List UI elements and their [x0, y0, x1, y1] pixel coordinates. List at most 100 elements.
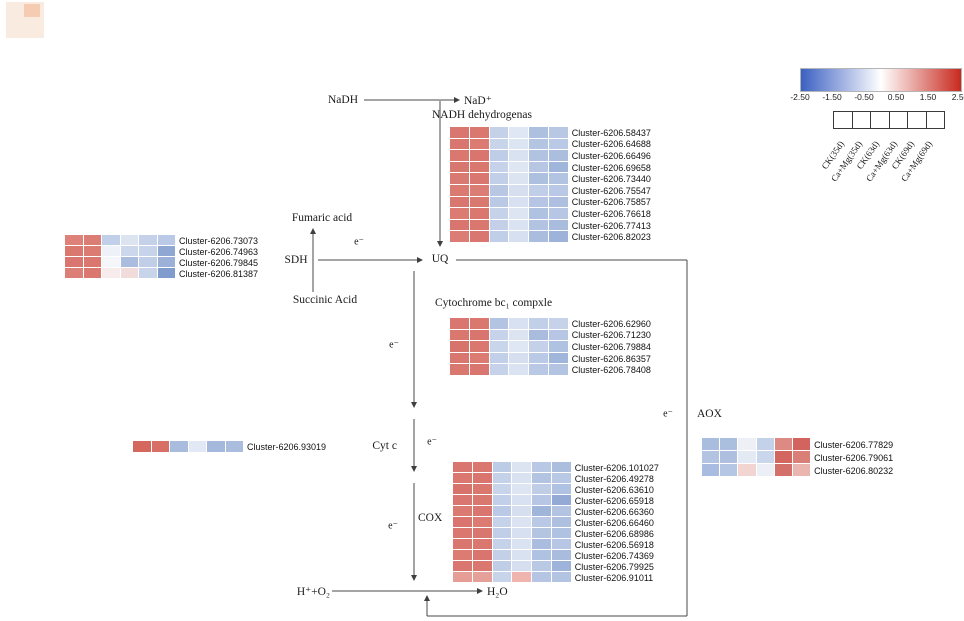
scale-tick: -0.50	[854, 92, 874, 102]
heatmap-cell	[472, 495, 492, 505]
heatmap-cell	[469, 184, 489, 196]
cluster-label: Cluster-6206.68986	[574, 528, 654, 539]
cluster-label: Cluster-6206.79845	[179, 257, 259, 268]
heatmap-cell	[450, 196, 469, 208]
cluster-label: Cluster-6206.69658	[571, 162, 651, 173]
heatmap-cell	[548, 173, 568, 184]
cluster-label: Cluster-6206.73073	[179, 235, 259, 246]
heatmap-cell	[65, 257, 83, 267]
heatmap-cell	[551, 528, 571, 538]
heatmap-cell	[551, 495, 571, 505]
cluster-label: Cluster-6206.71230	[571, 330, 651, 341]
heatmap-cell	[450, 138, 469, 150]
heatmap-cell	[83, 235, 101, 245]
heatmap-cell	[453, 528, 472, 538]
heatmap-cell	[450, 364, 469, 375]
heatmap-cell	[702, 451, 720, 463]
heatmap-cell	[548, 184, 568, 196]
heatmap-cell	[450, 341, 469, 352]
heatmap-cell	[512, 484, 532, 494]
nadh-label: NaDH	[327, 94, 359, 106]
heatmap-cell	[469, 219, 489, 231]
heatmap-cell	[756, 451, 774, 463]
heatmap-cell	[774, 438, 792, 450]
heatmap-cell	[551, 561, 571, 571]
sample-key-labels: CK(35d) Ca+Mg(35d) CK(63d) Ca+Mg(63d) CK(69d…	[820, 131, 963, 201]
heatmap-cell	[472, 484, 492, 494]
heatmap-cell	[489, 208, 509, 219]
nad-label: NaD⁺	[464, 95, 492, 107]
h-o2-label: H⁺+O₂	[296, 586, 330, 598]
electron-label: e⁻	[427, 436, 437, 448]
heatmap-cell	[551, 539, 571, 549]
cytochrome-bc1-label: Cytochrome bc₁ compxle	[435, 297, 553, 309]
cluster-label: Cluster-6206.73440	[571, 174, 651, 185]
heatmap-cell	[492, 539, 512, 549]
cluster-label: Cluster-6206.76618	[571, 208, 651, 219]
heatmap-cell	[157, 246, 175, 256]
heatmap-cell	[102, 235, 120, 245]
heatmap-cell	[139, 257, 157, 267]
h2o-label: H₂O	[487, 586, 508, 598]
heatmap-cell	[157, 257, 175, 267]
cluster-label: Cluster-6206.58437	[571, 127, 651, 138]
heatmap-cell	[774, 451, 792, 463]
color-scale-gradient	[800, 68, 962, 92]
heatmap-cell	[509, 161, 529, 173]
electron-label: e⁻	[354, 236, 364, 248]
heatmap-cell	[532, 462, 551, 472]
cluster-label: Cluster-6206.65918	[574, 495, 654, 506]
heatmap-cell	[512, 473, 532, 483]
heatmap-cell	[509, 127, 529, 138]
heatmap-cell	[489, 196, 509, 208]
heatmap-cell	[157, 235, 175, 245]
heatmap-cell	[489, 364, 509, 375]
heatmap-cell	[453, 561, 472, 571]
heatmap-cell	[469, 173, 489, 184]
heatmap-cell	[225, 441, 243, 452]
sample-key-box	[907, 111, 927, 129]
heatmap-cell	[170, 441, 188, 452]
heatmap-cell	[102, 257, 120, 267]
heatmap-cell	[512, 539, 532, 549]
heatmap-cell	[548, 208, 568, 219]
heatmap-cell	[509, 219, 529, 231]
heatmap-cell	[489, 150, 509, 161]
sample-key-box	[888, 111, 908, 129]
heatmap-cell	[532, 506, 551, 516]
heatmap-cell	[469, 208, 489, 219]
heatmap-cell	[489, 173, 509, 184]
scale-tick: 0.50	[887, 92, 905, 102]
heatmap-cell	[792, 464, 811, 476]
heatmap-cell	[450, 184, 469, 196]
heatmap-cell	[532, 517, 551, 527]
heatmap-cell	[529, 364, 548, 375]
heatmap-grid	[65, 235, 175, 278]
sample-key-box	[925, 111, 945, 129]
heatmap-cell	[774, 464, 792, 476]
heatmap-grid	[702, 438, 811, 476]
heatmap-cell	[529, 318, 548, 329]
heatmap-cell	[469, 161, 489, 173]
heatmap-cell	[509, 329, 529, 341]
heatmap-cell	[509, 138, 529, 150]
heatmap-cell	[489, 231, 509, 242]
heatmap-cell	[548, 318, 568, 329]
heatmap-cell	[548, 352, 568, 364]
heatmap-row-labels: Cluster-6206.73073 Cluster-6206.74963 Clus…	[179, 235, 258, 279]
heatmap-cell	[720, 438, 738, 450]
heatmap-cell	[512, 561, 532, 571]
heatmap-cell	[548, 329, 568, 341]
heatmap-cell	[469, 329, 489, 341]
heatmap-cell	[453, 550, 472, 560]
heatmap-cell	[529, 150, 548, 161]
heatmap-row-labels: Cluster-6206.101027 Cluster-6206.49278 Clu…	[575, 462, 659, 583]
heatmap-cell	[548, 231, 568, 242]
aox-label: AOX	[697, 408, 722, 420]
heatmap-cell	[83, 246, 101, 256]
sdh-label: SDH	[284, 254, 308, 266]
heatmap-cell	[65, 246, 83, 256]
cox-label: COX	[418, 512, 443, 524]
heatmap-cell	[472, 517, 492, 527]
